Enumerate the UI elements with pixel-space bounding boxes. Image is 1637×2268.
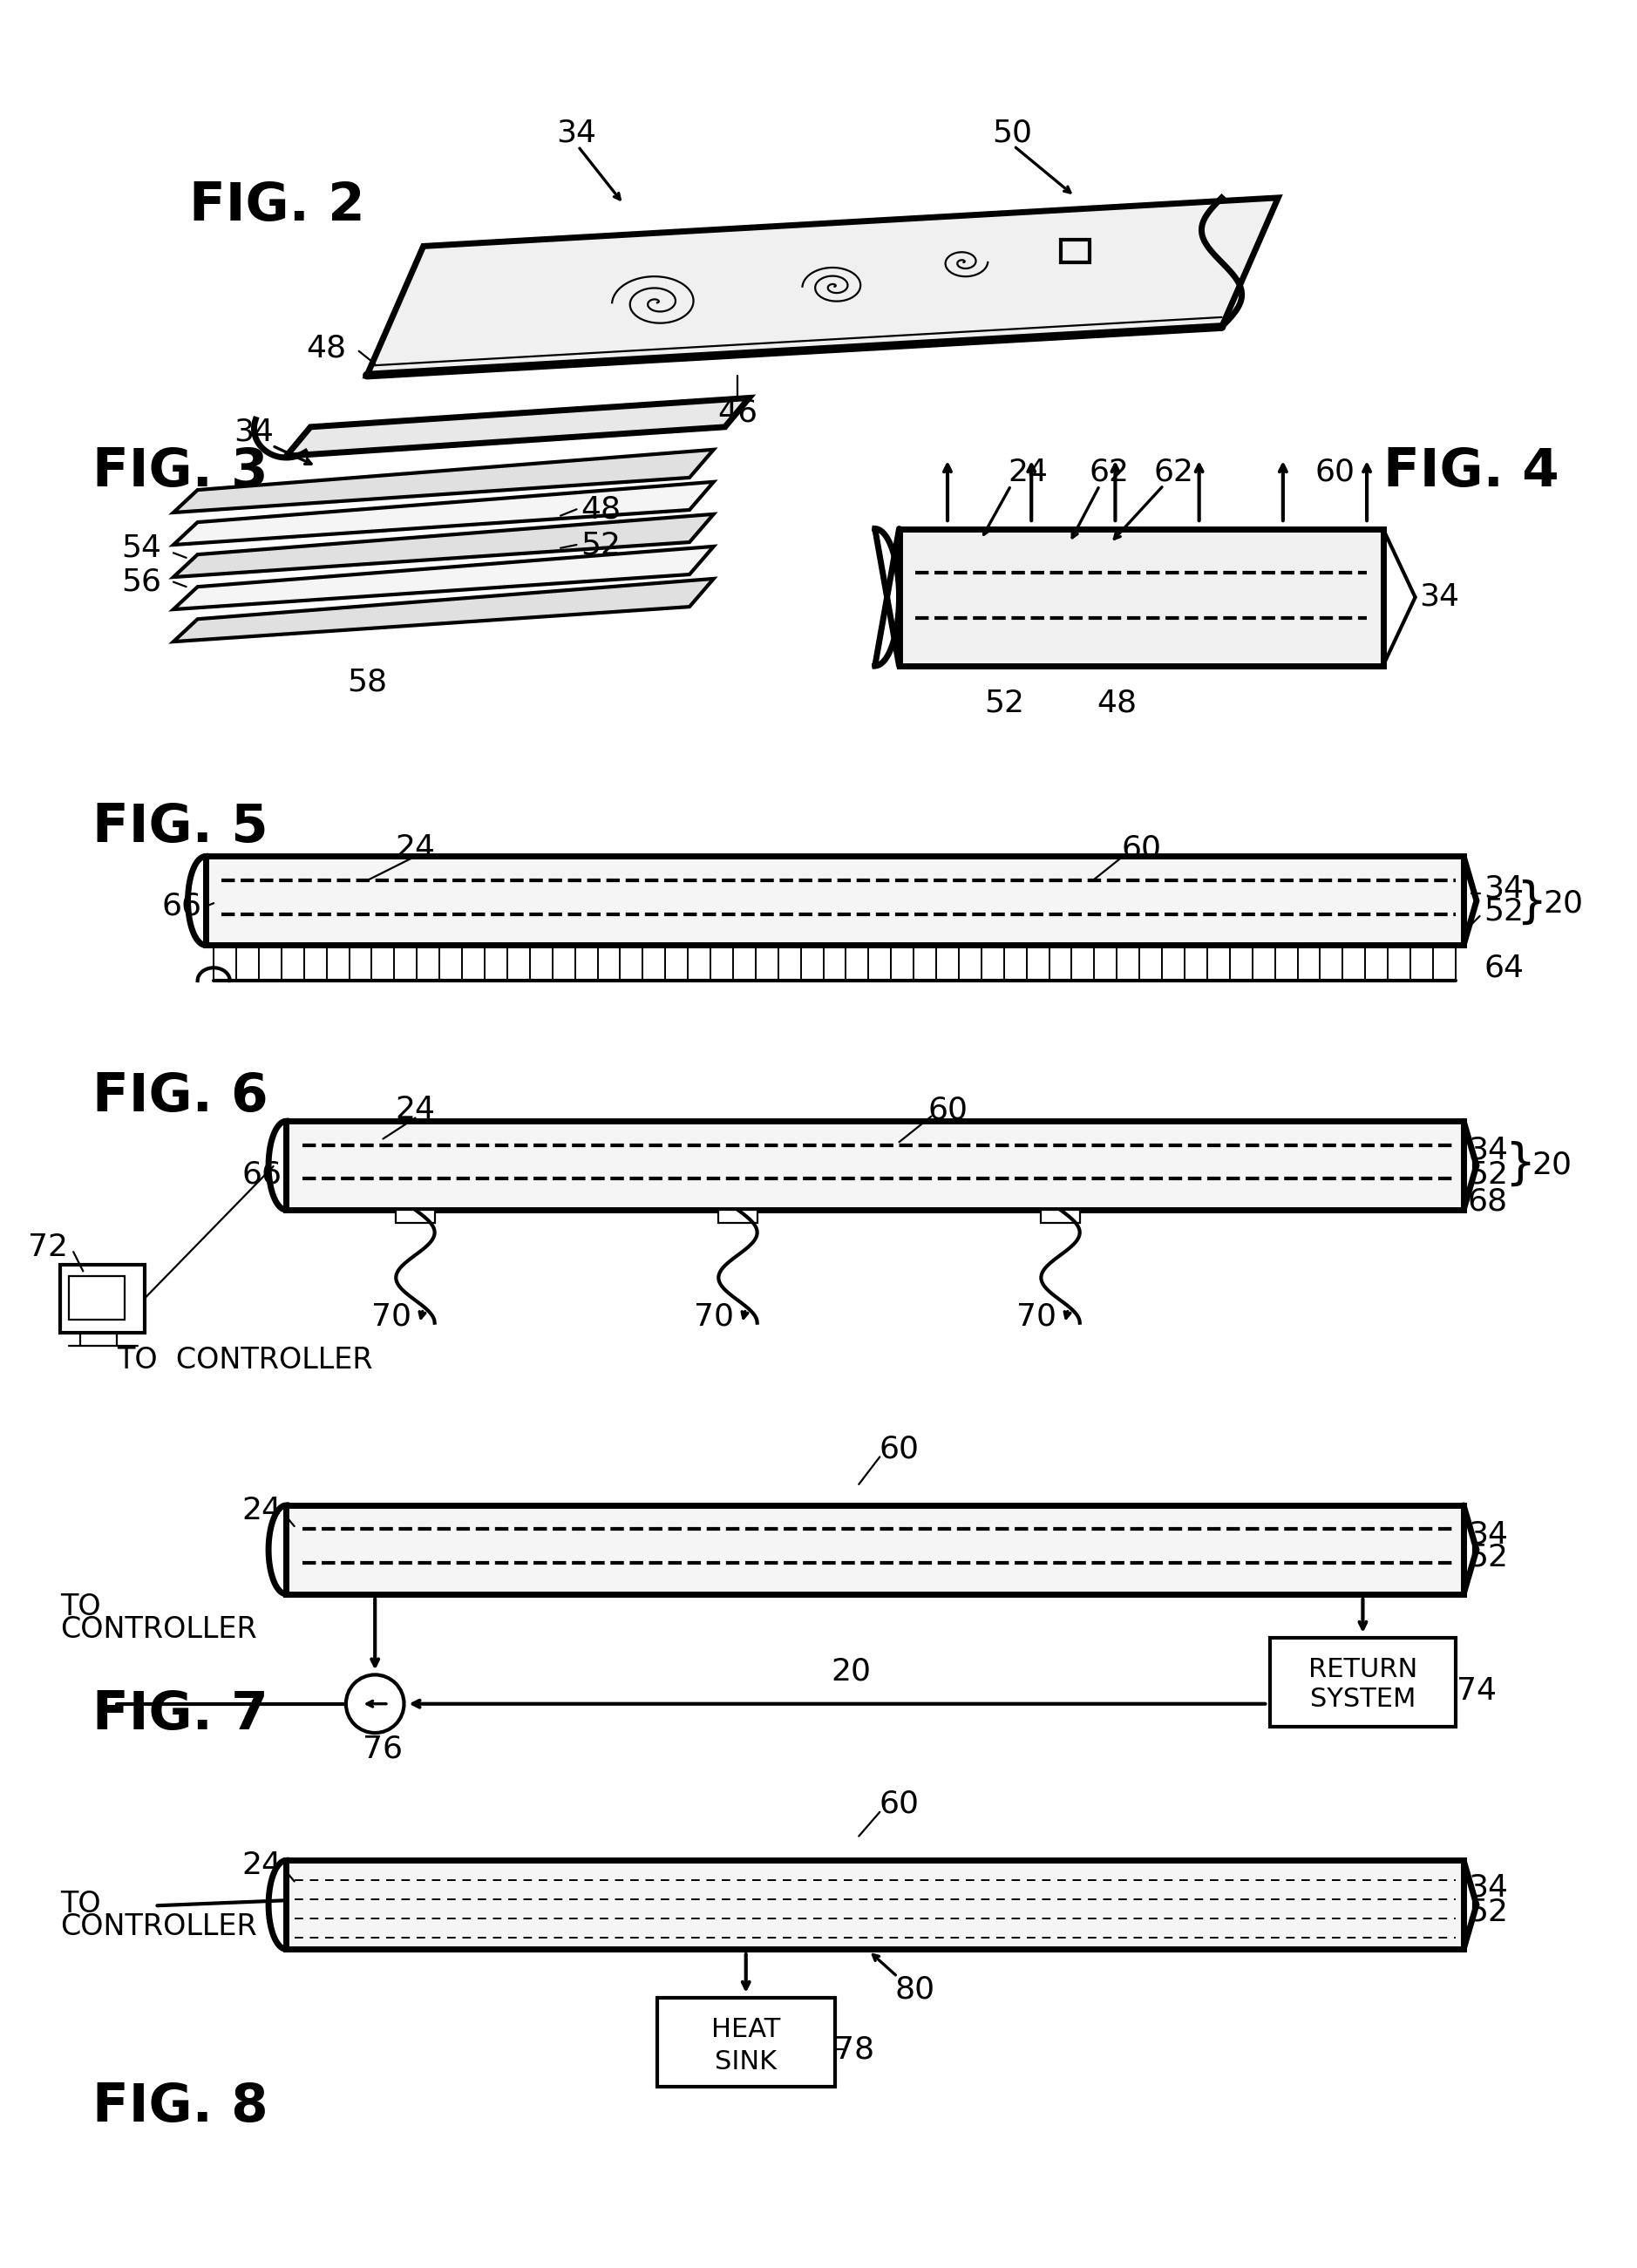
Text: 48: 48 xyxy=(1097,687,1138,717)
Text: 64: 64 xyxy=(1483,953,1524,982)
Text: 34: 34 xyxy=(1468,1873,1508,1903)
Bar xyxy=(396,1209,435,1222)
Text: 24: 24 xyxy=(395,1095,435,1125)
Text: 20: 20 xyxy=(830,1656,871,1687)
Text: }: } xyxy=(1504,1141,1536,1188)
Text: 34: 34 xyxy=(1419,581,1460,612)
Text: 52: 52 xyxy=(1483,896,1524,925)
Text: 50: 50 xyxy=(992,118,1031,147)
Text: 60: 60 xyxy=(1315,458,1355,488)
Bar xyxy=(719,1209,758,1222)
Text: 34: 34 xyxy=(1468,1136,1508,1166)
Text: 70: 70 xyxy=(1017,1302,1056,1331)
Text: HEAT: HEAT xyxy=(712,2016,781,2043)
Text: 58: 58 xyxy=(347,667,386,696)
Polygon shape xyxy=(367,197,1278,374)
Text: RETURN: RETURN xyxy=(1308,1658,1418,1683)
Bar xyxy=(61,1266,144,1334)
Bar xyxy=(656,1998,835,2087)
Text: CONTROLLER: CONTROLLER xyxy=(61,1912,257,1941)
Text: 80: 80 xyxy=(895,1975,935,2005)
Text: 34: 34 xyxy=(234,417,273,447)
Bar xyxy=(1061,240,1090,263)
Text: 46: 46 xyxy=(717,397,758,426)
Bar xyxy=(286,1120,1463,1209)
Text: 20: 20 xyxy=(1532,1150,1573,1179)
Bar xyxy=(899,528,1383,667)
Text: FIG. 5: FIG. 5 xyxy=(93,801,268,853)
Text: }: } xyxy=(1516,880,1547,928)
Text: 60: 60 xyxy=(879,1433,920,1463)
Text: 52: 52 xyxy=(984,687,1025,717)
Text: FIG. 6: FIG. 6 xyxy=(93,1070,268,1123)
Text: 34: 34 xyxy=(1468,1520,1508,1549)
Text: FIG. 2: FIG. 2 xyxy=(190,179,365,231)
Text: TO: TO xyxy=(61,1889,101,1919)
Text: 60: 60 xyxy=(928,1095,967,1125)
Text: FIG. 3: FIG. 3 xyxy=(93,447,268,499)
Text: FIG. 7: FIG. 7 xyxy=(93,1690,268,1742)
Polygon shape xyxy=(286,397,750,456)
Text: 48: 48 xyxy=(306,333,347,363)
Text: 60: 60 xyxy=(879,1789,920,1819)
Text: 52: 52 xyxy=(1468,1159,1508,1188)
Text: SINK: SINK xyxy=(715,2050,778,2075)
Text: 76: 76 xyxy=(363,1735,403,1765)
Text: 34: 34 xyxy=(1483,873,1524,903)
Text: 68: 68 xyxy=(1468,1186,1508,1216)
Text: 66: 66 xyxy=(162,891,201,921)
Text: 56: 56 xyxy=(121,567,160,596)
Text: 24: 24 xyxy=(395,832,435,864)
Polygon shape xyxy=(174,578,714,642)
Text: 24: 24 xyxy=(242,1851,282,1880)
Bar xyxy=(206,857,1463,946)
Bar xyxy=(69,1277,124,1320)
Polygon shape xyxy=(174,515,714,576)
Text: 60: 60 xyxy=(1121,832,1161,864)
Text: 52: 52 xyxy=(581,531,620,560)
Polygon shape xyxy=(174,547,714,610)
Text: 52: 52 xyxy=(1468,1898,1508,1928)
Text: 78: 78 xyxy=(833,2034,874,2064)
Text: 62: 62 xyxy=(1089,458,1130,488)
Text: 48: 48 xyxy=(581,494,620,524)
Text: 72: 72 xyxy=(28,1232,67,1261)
Text: CONTROLLER: CONTROLLER xyxy=(61,1615,257,1644)
Text: 52: 52 xyxy=(1468,1542,1508,1572)
Bar xyxy=(1041,1209,1080,1222)
Text: 74: 74 xyxy=(1457,1676,1496,1706)
Text: FIG. 8: FIG. 8 xyxy=(93,2082,268,2134)
Text: TO: TO xyxy=(61,1592,101,1622)
Text: 24: 24 xyxy=(242,1495,282,1524)
Bar xyxy=(286,1860,1463,1948)
Polygon shape xyxy=(174,481,714,544)
Text: 62: 62 xyxy=(1152,458,1193,488)
Text: 24: 24 xyxy=(1008,458,1048,488)
Text: 20: 20 xyxy=(1544,889,1583,919)
Text: TO  CONTROLLER: TO CONTROLLER xyxy=(116,1345,373,1374)
Polygon shape xyxy=(174,449,714,513)
Bar xyxy=(286,1506,1463,1594)
Text: 34: 34 xyxy=(557,118,596,147)
Text: 54: 54 xyxy=(121,533,160,562)
Text: 66: 66 xyxy=(242,1159,282,1188)
Text: 70: 70 xyxy=(694,1302,733,1331)
Text: SYSTEM: SYSTEM xyxy=(1310,1687,1416,1712)
Text: 70: 70 xyxy=(372,1302,411,1331)
Bar xyxy=(1270,1637,1455,1726)
Text: FIG. 4: FIG. 4 xyxy=(1383,447,1558,499)
